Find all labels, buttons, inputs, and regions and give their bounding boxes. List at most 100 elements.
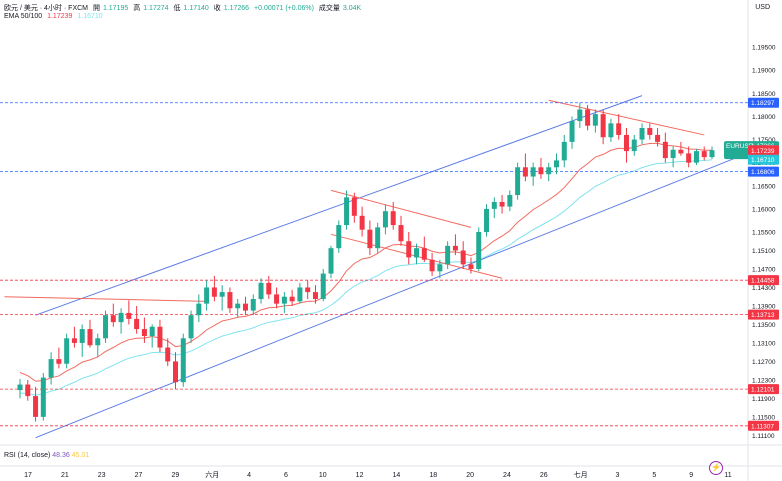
candle-body — [188, 315, 194, 339]
level-tag — [748, 420, 779, 431]
y-tick-label: 1.13100 — [752, 340, 776, 347]
candle-body — [196, 303, 202, 316]
y-tick-label: 1.18500 — [752, 91, 776, 98]
ema-slow-tag-text: 1.16710 — [751, 157, 775, 164]
candle-body — [242, 303, 248, 311]
candle-body — [110, 315, 116, 323]
level-tag — [748, 97, 779, 108]
candle-body — [499, 201, 505, 207]
candle-body — [211, 287, 217, 297]
y-tick-label: 1.19000 — [752, 68, 776, 75]
y-tick-label: 1.17500 — [752, 137, 776, 144]
level-tag-text: 1.11307 — [751, 423, 774, 430]
candle-body — [608, 123, 614, 138]
candle-body — [484, 208, 490, 232]
y-tick-label: 1.15500 — [752, 230, 776, 237]
candle-body — [219, 292, 225, 297]
candle-body — [631, 139, 637, 152]
x-tick-label: 23 — [98, 472, 106, 479]
level-tag-text: 1.16806 — [751, 169, 775, 176]
candle-body — [312, 292, 318, 300]
candle-body — [250, 299, 256, 311]
rsi-legend[interactable]: RSI (14, close) 48.36 45.01 — [4, 452, 89, 459]
ema-fast-value: 1.17239 — [47, 13, 73, 20]
candle-body — [71, 338, 77, 343]
volume-value: 3.04K — [342, 5, 362, 12]
ema-fast-tag-text: 1.17239 — [751, 148, 775, 155]
candle-body — [538, 167, 544, 175]
candle-body — [149, 326, 155, 336]
y-tick-label: 1.11900 — [752, 396, 775, 403]
x-tick-label: 21 — [61, 472, 69, 479]
candle-body — [336, 225, 342, 249]
candle-body — [693, 151, 699, 163]
rsi-value-1: 48.36 — [52, 452, 70, 459]
candle-body — [56, 359, 62, 364]
trendline-4 — [548, 99, 705, 136]
x-tick-label: 26 — [540, 472, 548, 479]
candle-body — [165, 347, 171, 362]
open-label: 開 — [92, 5, 100, 12]
level-tag — [748, 275, 779, 286]
candle-body — [359, 215, 365, 230]
ema-slow-tag — [748, 154, 779, 165]
candle-body — [227, 292, 233, 309]
x-tick-label: 12 — [356, 472, 364, 479]
candle-body — [460, 250, 466, 265]
x-tick-label: 14 — [393, 472, 401, 479]
candle-body — [328, 248, 334, 274]
ema-legend[interactable]: EMA 50/100 1.17239 1.16710 — [4, 13, 106, 20]
y-tick-label: 1.11500 — [752, 414, 775, 421]
candle-body — [406, 241, 412, 258]
candle-body — [569, 121, 575, 142]
x-tick-label: 6 — [284, 472, 288, 479]
trendline-1 — [4, 296, 207, 302]
candle-body — [173, 361, 179, 383]
level-tag — [748, 384, 779, 395]
y-tick-label: 1.19500 — [752, 45, 776, 52]
x-tick-label: 3 — [616, 472, 620, 479]
open-value: 1.17195 — [102, 5, 129, 12]
close-value: 1.17266 — [223, 5, 250, 12]
x-tick-label: 11 — [724, 472, 731, 479]
y-tick-label: 1.14300 — [752, 285, 776, 292]
x-tick-label: 20 — [466, 472, 474, 479]
candle-body — [592, 114, 598, 126]
y-tick-label: 1.14700 — [752, 266, 776, 273]
x-tick-label: 5 — [652, 472, 656, 479]
candle-body — [476, 232, 482, 269]
candle-body — [701, 151, 707, 158]
candle-body — [375, 227, 381, 249]
candle-body — [414, 248, 420, 258]
candle-body — [33, 396, 39, 417]
candle-body — [141, 329, 147, 336]
candle-body — [600, 114, 606, 138]
candle-body — [126, 312, 132, 319]
candle-body — [266, 282, 272, 295]
candle-body — [553, 160, 559, 168]
channel-upper-line — [35, 95, 643, 316]
level-tag-text: 1.13713 — [751, 312, 775, 319]
ema-fast-line — [19, 142, 713, 382]
candle-body — [709, 150, 715, 158]
volume-label: 成交量 — [318, 5, 340, 12]
symbol-label[interactable]: 欧元 / 美元 · 4小时 · FXCM — [4, 5, 88, 12]
currency-label: USD — [755, 4, 770, 11]
x-tick-label: 18 — [429, 472, 437, 479]
lightning-icon[interactable]: ⚡ — [709, 461, 723, 475]
low-value: 1.17140 — [183, 5, 209, 12]
candle-body — [40, 377, 46, 417]
candle-body — [577, 109, 583, 122]
candle-body — [421, 248, 427, 260]
candle-body — [235, 303, 241, 309]
candle-body — [274, 294, 280, 304]
candle-body — [281, 296, 287, 304]
candle-body — [515, 167, 521, 196]
candle-body — [87, 329, 93, 346]
candle-body — [103, 315, 109, 339]
symbol-tag-text: EURUSD — [726, 143, 754, 150]
candle-body — [297, 287, 303, 302]
candle-body — [616, 123, 622, 135]
